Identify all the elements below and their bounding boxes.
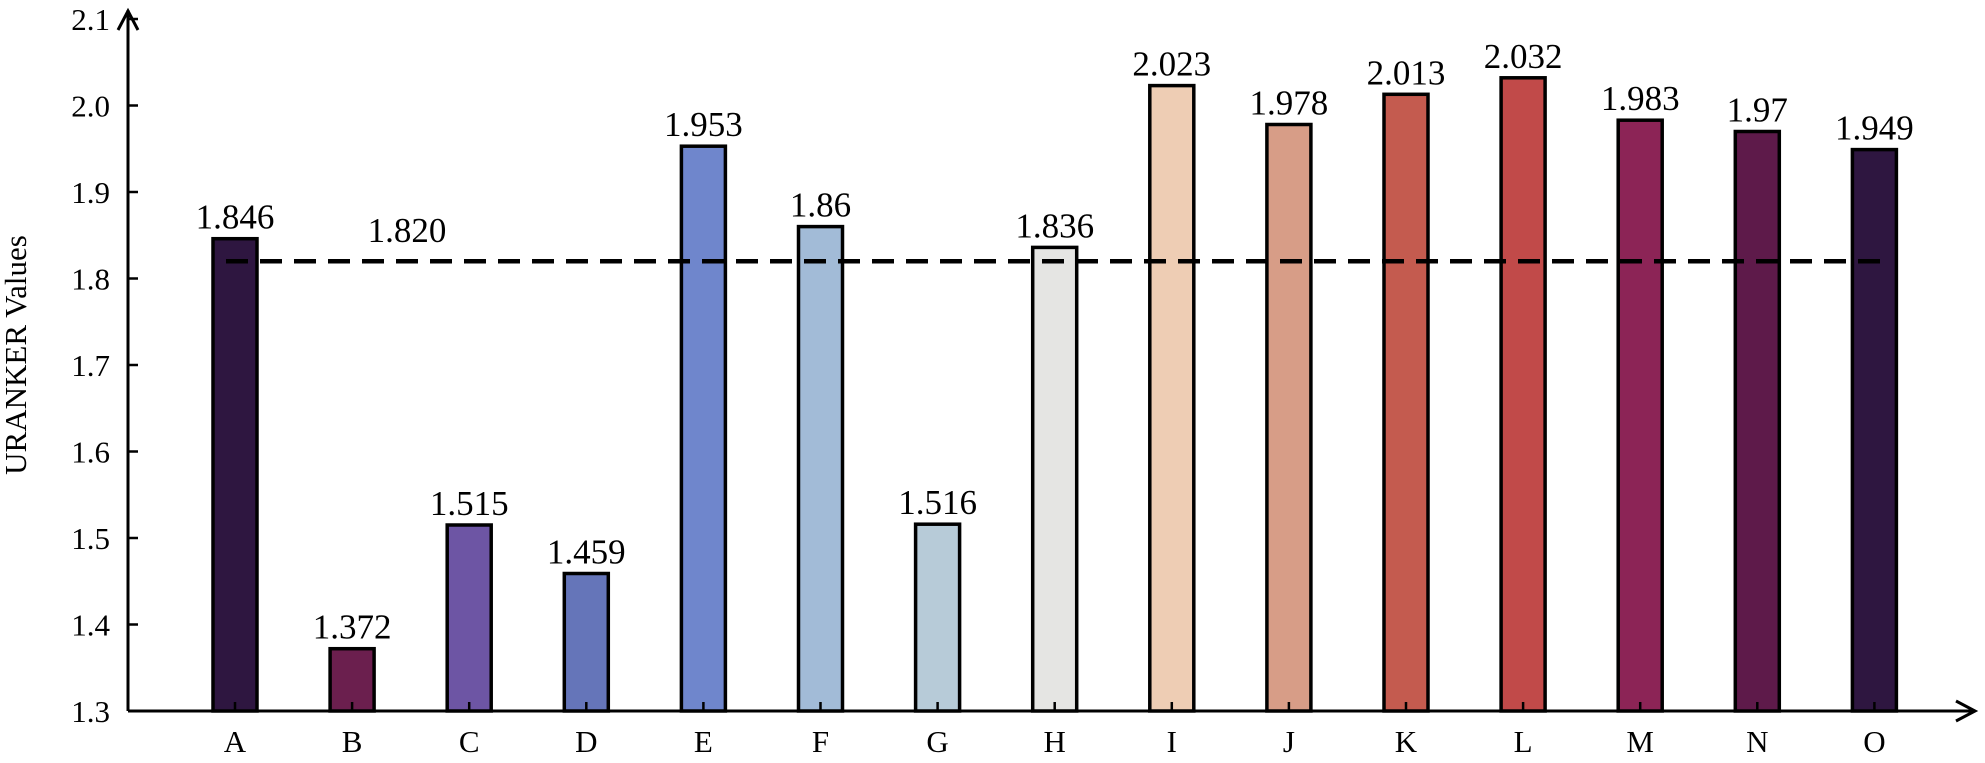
bar-C	[445, 523, 493, 713]
bar-J	[1265, 122, 1313, 713]
x-tick-label-G: G	[926, 724, 948, 759]
y-tick-label-1.5: 1.5	[71, 521, 110, 556]
x-tick-label-D: D	[575, 724, 597, 759]
bar-B	[328, 646, 376, 713]
bar-G	[913, 522, 962, 713]
y-tick-label-1.4: 1.4	[71, 608, 110, 643]
x-tick-label-N: N	[1746, 724, 1768, 759]
x-tick-label-I: I	[1167, 724, 1177, 759]
bar-D	[562, 571, 611, 713]
bar-E	[679, 144, 728, 713]
data-label-K: 2.013	[1367, 53, 1446, 92]
data-label-M: 1.983	[1601, 79, 1680, 118]
bar-F	[796, 224, 845, 713]
data-label-O: 1.949	[1835, 109, 1914, 148]
data-label-N: 1.97	[1727, 91, 1788, 130]
data-label-L: 2.032	[1484, 37, 1563, 76]
y-axis-label: URANKER Values	[0, 235, 33, 475]
bar-H	[1030, 245, 1079, 713]
x-tick-label-F: F	[812, 724, 829, 759]
data-label-B: 1.372	[313, 608, 392, 647]
y-tick-label-1.6: 1.6	[71, 435, 110, 470]
x-tick-label-A: A	[224, 724, 247, 759]
y-tick-label-1.3: 1.3	[71, 694, 110, 729]
x-tick-label-B: B	[342, 724, 363, 759]
data-label-F: 1.86	[790, 186, 851, 225]
bar-K	[1382, 92, 1430, 713]
data-label-D: 1.459	[547, 533, 626, 572]
data-label-I: 2.023	[1132, 45, 1211, 84]
bar-M	[1616, 118, 1664, 713]
bar-N	[1733, 129, 1782, 713]
reference-line-label: 1.820	[368, 211, 447, 250]
x-tick-label-H: H	[1044, 724, 1066, 759]
data-label-G: 1.516	[898, 483, 977, 522]
x-tick-label-E: E	[694, 724, 713, 759]
data-label-J: 1.978	[1250, 84, 1329, 123]
y-tick-label-1.8: 1.8	[71, 262, 110, 297]
x-tick-label-K: K	[1395, 724, 1418, 759]
x-axis-arrow	[1955, 699, 1979, 723]
bar-O	[1850, 147, 1899, 713]
data-label-C: 1.515	[430, 484, 509, 523]
y-tick-label-1.9: 1.9	[71, 175, 110, 210]
y-tick-label-1.7: 1.7	[71, 348, 110, 383]
data-label-H: 1.836	[1015, 206, 1094, 245]
bar-L	[1499, 76, 1547, 713]
data-label-E: 1.953	[664, 105, 743, 144]
x-tick-label-J: J	[1283, 724, 1295, 759]
y-tick-label-2.0: 2.0	[71, 89, 110, 124]
bar-I	[1148, 83, 1196, 713]
x-tick-label-C: C	[459, 724, 480, 759]
bar-A	[211, 236, 259, 713]
data-label-A: 1.846	[196, 198, 275, 237]
x-tick-label-O: O	[1863, 724, 1885, 759]
x-tick-label-L: L	[1514, 724, 1533, 759]
y-tick-label-2.1: 2.1	[71, 2, 110, 37]
y-axis-arrow	[116, 7, 140, 31]
x-tick-label-M: M	[1626, 724, 1654, 759]
